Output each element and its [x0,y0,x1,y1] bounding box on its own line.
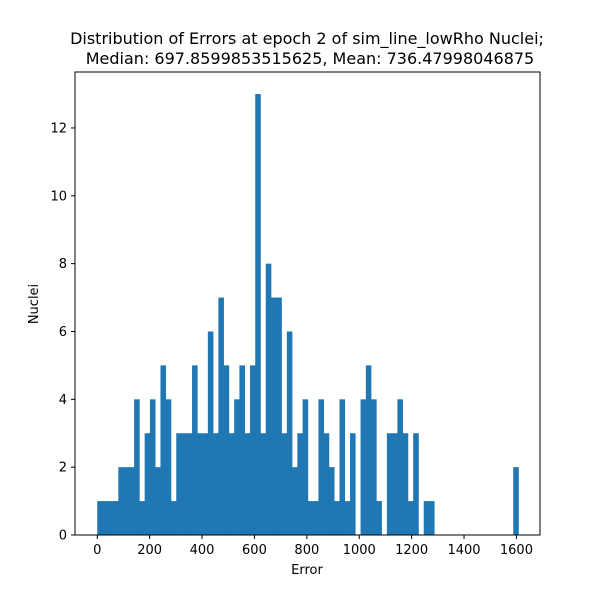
x-tick-label: 200 [137,543,162,558]
histogram-bar [360,399,367,535]
x-tick-label: 400 [190,543,215,558]
histogram-bar [271,297,277,535]
histogram-bar [113,501,119,535]
x-axis-label: Error [291,563,323,578]
chart-title-line1: Distribution of Errors at epoch 2 of sim… [70,29,544,49]
histogram-bar [313,501,319,535]
y-tick-label: 4 [59,393,67,408]
histogram-bar [228,433,235,535]
histogram-bar [223,365,230,535]
histogram-bar [365,365,372,535]
histogram-bar [170,501,177,535]
y-axis-label: Nuclei [27,284,42,324]
histogram-bar [328,467,335,535]
histogram-bar [176,433,182,535]
histogram-bar [344,501,351,535]
histogram-bar [402,433,409,535]
plot-frame [74,71,541,536]
chart-title-line2: Median: 697.8599853515625, Mean: 736.479… [86,49,534,68]
histogram-bar [239,365,246,535]
y-tick-label: 12 [50,121,67,136]
histogram-bar [155,467,161,535]
x-tick-label: 1600 [500,543,533,558]
histogram-bar [244,433,251,535]
histogram-bar [318,399,324,535]
histogram-bar [197,433,203,535]
histogram-bar [218,297,224,535]
histogram-bar [107,501,114,535]
histogram-bar [139,501,145,535]
x-tick-label: 1400 [447,543,480,558]
histogram-bar [513,467,519,535]
x-tick-label: 1200 [395,543,428,558]
x-tick-label: 0 [93,543,101,558]
bar-group [97,94,519,536]
histogram-bar [376,501,382,535]
histogram-bar [102,501,109,535]
x-axis-ticks: 0 200 400 600 800 1000 1200 1400 1600 [93,535,533,558]
histogram-bar [123,467,130,535]
histogram-bar [249,365,256,535]
histogram-bar [260,433,267,535]
histogram-bar [181,433,188,535]
histogram-bar [118,467,124,535]
histogram-bar [276,297,282,535]
histogram-bar [429,501,435,535]
histogram-bar [392,433,398,535]
histogram-bar [413,433,419,535]
histogram-bar [134,399,140,535]
histogram-bar [213,433,219,535]
y-tick-label: 2 [59,461,67,476]
y-axis-ticks: 0 2 4 6 8 10 12 [50,121,75,544]
histogram-bar [207,331,214,535]
histogram-bar [350,433,356,535]
histogram-bar [397,399,403,535]
histogram-bar [192,365,198,535]
y-tick-label: 8 [59,257,67,272]
histogram-bar [371,399,377,535]
histogram-bar [423,501,430,535]
x-tick-label: 1000 [343,543,376,558]
histogram-bar [407,501,414,535]
histogram-bar [297,433,303,535]
histogram-bar [234,399,240,535]
histogram-bar [160,365,167,535]
histogram-bar [286,331,293,535]
histogram-bar [323,433,330,535]
histogram-bar [202,433,209,535]
x-tick-label: 800 [294,543,319,558]
histogram-bar [186,433,193,535]
y-tick-label: 6 [59,325,67,340]
histogram-bar [255,94,261,536]
histogram-bar [292,467,298,535]
histogram-bar [128,467,135,535]
histogram-bar [339,399,346,535]
y-tick-label: 10 [50,189,67,204]
histogram-bar [302,399,309,535]
histogram-bar [307,501,314,535]
y-tick-label: 0 [59,529,67,544]
histogram-bar [281,433,288,535]
histogram-bar [265,263,272,535]
histogram-bar [386,433,393,535]
histogram-bar [149,399,156,535]
histogram-bar [97,501,103,535]
histogram-bar [144,433,151,535]
histogram-bar [165,399,172,535]
histogram-bar [334,501,340,535]
x-tick-label: 600 [242,543,267,558]
